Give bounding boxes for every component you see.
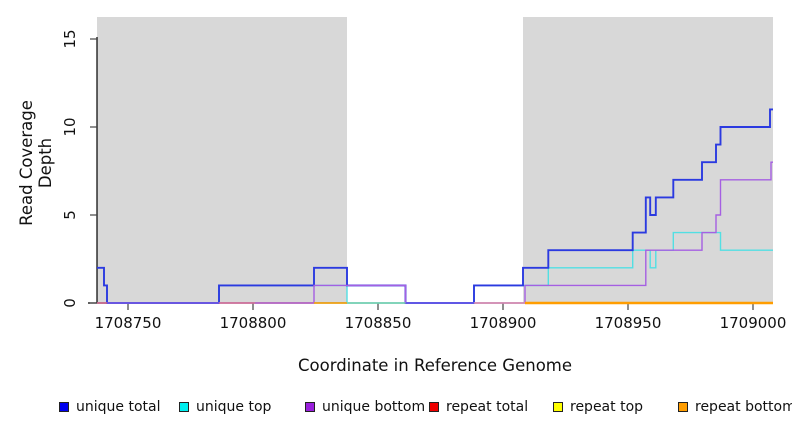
series-line-unique-bottom (97, 161, 773, 304)
legend-item-unique-total: unique total (59, 396, 160, 418)
unique-total-swatch-icon (59, 402, 69, 412)
shaded-region-0 (97, 17, 347, 303)
x-tick-label: 1708850 (345, 314, 412, 332)
legend-label: repeat top (570, 399, 644, 415)
legend-item-repeat-top: repeat top (553, 396, 643, 418)
y-axis-title: Read Coverage Depth (17, 100, 55, 226)
unique-top-swatch-icon (179, 402, 189, 412)
legend-item-repeat-total: repeat total (429, 396, 528, 418)
y-tick-label: 15 (61, 29, 79, 48)
y-tick-label: 5 (61, 210, 79, 220)
repeat-top-swatch-icon (553, 402, 563, 412)
shaded-region-1 (523, 17, 773, 303)
y-tick-label: 10 (61, 117, 79, 136)
legend-label: unique total (76, 399, 161, 415)
legend-label: unique top (196, 399, 272, 415)
repeat-total-swatch-icon (429, 402, 439, 412)
unique-bottom-swatch-icon (305, 402, 315, 412)
y-tick-label: 0 (61, 298, 79, 308)
legend-item-repeat-bottom: repeat bottom (678, 396, 792, 418)
legend-item-unique-bottom: unique bottom (305, 396, 425, 418)
x-tick-label: 1708800 (220, 314, 287, 332)
x-tick-label: 1708950 (595, 314, 662, 332)
x-axis-title: Coordinate in Reference Genome (297, 356, 573, 375)
x-tick-label: 1709000 (720, 314, 787, 332)
series-line-unique-top (97, 231, 773, 304)
legend-label: repeat total (446, 399, 529, 415)
legend: unique total unique top unique bottom re… (0, 396, 792, 422)
legend-item-unique-top: unique top (179, 396, 271, 418)
repeat-bottom-swatch-icon (678, 402, 688, 412)
x-tick-label: 1708750 (95, 314, 162, 332)
legend-label: unique bottom (322, 399, 426, 415)
x-tick-label: 1708900 (470, 314, 537, 332)
legend-label: repeat bottom (695, 399, 792, 415)
series-line-unique-total (97, 108, 773, 304)
